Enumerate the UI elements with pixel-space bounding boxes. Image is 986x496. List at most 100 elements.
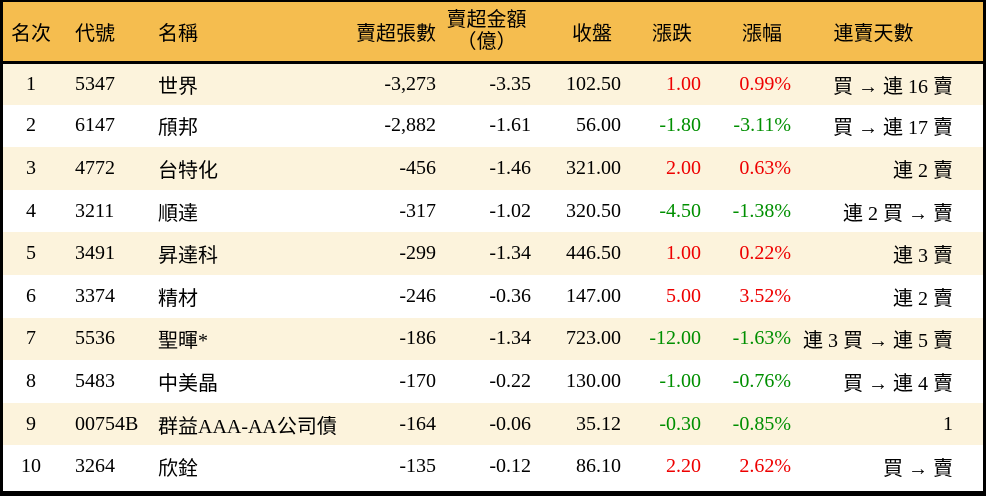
cell-close: 723.00 [566, 327, 621, 350]
cell-code: 3491 [75, 242, 115, 265]
col-header-sell-amount-line1: 賣超金額 [446, 9, 527, 32]
table-row: 9 00754B 群益AAA-AA公司債 -164 -0.06 35.12 -0… [3, 402, 983, 446]
cell-name: 欣銓 [158, 458, 198, 481]
cell-change: 2.00 [666, 156, 701, 179]
cell-change: 5.00 [666, 284, 701, 307]
cell-streak: 連 2 買 → 賣 [843, 202, 953, 225]
cell-sell-amount: -1.34 [489, 242, 531, 265]
cell-rank: 10 [21, 455, 41, 478]
col-header-streak: 連賣天數 [794, 2, 983, 64]
cell-name: 精材 [158, 287, 198, 310]
cell-name: 順達 [158, 202, 198, 225]
cell-close: 321.00 [566, 156, 621, 179]
table-row: 3 4772 台特化 -456 -1.46 321.00 2.00 0.63% … [3, 147, 983, 190]
table-row: 5 3491 昇達科 -299 -1.34 446.50 1.00 0.22% … [3, 232, 983, 275]
col-header-sell-volume: 賣超張數 [344, 2, 439, 64]
cell-close: 130.00 [566, 369, 621, 392]
cell-sell-volume: -246 [399, 284, 436, 307]
cell-sell-amount: -0.06 [489, 412, 531, 435]
cell-name: 群益AAA-AA公司債 [158, 415, 337, 438]
cell-sell-volume: -186 [399, 327, 436, 350]
cell-change-pct: -0.76% [732, 369, 791, 392]
cell-sell-amount: -0.22 [489, 369, 531, 392]
cell-name: 中美晶 [158, 372, 218, 395]
cell-name: 世界 [158, 75, 198, 98]
cell-sell-volume: -456 [399, 156, 436, 179]
cell-streak: 買 → 連 16 賣 [833, 75, 953, 98]
cell-change-pct: 0.63% [739, 156, 791, 179]
cell-sell-volume: -135 [399, 455, 436, 478]
cell-sell-amount: -1.02 [489, 199, 531, 222]
cell-streak: 買 → 賣 [883, 458, 953, 481]
col-header-sell-amount-line2: （億） [456, 31, 517, 54]
cell-change: 2.20 [666, 455, 701, 478]
cell-close: 147.00 [566, 284, 621, 307]
cell-change-pct: -3.11% [733, 114, 791, 137]
table-row: 2 6147 頎邦 -2,882 -1.61 56.00 -1.80 -3.11… [3, 104, 983, 148]
col-header-code: 代號 [59, 2, 144, 64]
cell-sell-amount: -1.61 [489, 114, 531, 137]
cell-name: 台特化 [158, 159, 218, 182]
cell-sell-amount: -0.36 [489, 284, 531, 307]
col-header-sell-amount: 賣超金額 （億） [439, 2, 534, 64]
cell-change-pct: 3.52% [739, 284, 791, 307]
cell-close: 102.50 [566, 72, 621, 95]
cell-close: 35.12 [576, 412, 621, 435]
net-sell-ranking-table: 名次 代號 名稱 賣超張數 賣超金額 （億） 收盤 漲跌 漲幅 連賣天數 1 5… [3, 2, 983, 488]
cell-close: 86.10 [576, 455, 621, 478]
table-row: 7 5536 聖暉* -186 -1.34 723.00 -12.00 -1.6… [3, 317, 983, 361]
table-row: 10 3264 欣銓 -135 -0.12 86.10 2.20 2.62% 買… [3, 445, 983, 488]
cell-rank: 2 [26, 114, 36, 137]
cell-name: 昇達科 [158, 245, 218, 268]
cell-code: 5347 [75, 72, 115, 95]
cell-change: -0.30 [659, 412, 701, 435]
table-row: 4 3211 順達 -317 -1.02 320.50 -4.50 -1.38%… [3, 189, 983, 233]
cell-change-pct: -1.38% [732, 199, 791, 222]
cell-streak: 1 [943, 412, 953, 435]
cell-sell-volume: -299 [399, 242, 436, 265]
cell-code: 3264 [75, 455, 115, 478]
cell-rank: 1 [26, 72, 36, 95]
cell-streak: 買 → 連 4 賣 [843, 372, 953, 395]
cell-name: 頎邦 [158, 117, 198, 140]
cell-streak: 買 → 連 17 賣 [833, 117, 953, 140]
table-row: 1 5347 世界 -3,273 -3.35 102.50 1.00 0.99%… [3, 62, 983, 105]
cell-sell-amount: -1.34 [489, 327, 531, 350]
cell-change-pct: -1.63% [732, 327, 791, 350]
header-row: 名次 代號 名稱 賣超張數 賣超金額 （億） 收盤 漲跌 漲幅 連賣天數 [3, 2, 983, 64]
cell-sell-amount: -1.46 [489, 156, 531, 179]
cell-rank: 7 [26, 327, 36, 350]
cell-sell-amount: -3.35 [489, 72, 531, 95]
cell-streak: 連 3 買 → 連 5 賣 [803, 330, 953, 353]
cell-rank: 3 [26, 156, 36, 179]
cell-code: 00754B [75, 412, 139, 435]
cell-sell-volume: -3,273 [384, 72, 436, 95]
cell-rank: 4 [26, 199, 36, 222]
cell-rank: 9 [26, 412, 36, 435]
cell-streak: 連 2 賣 [893, 159, 953, 182]
col-header-rank: 名次 [3, 2, 59, 64]
cell-change: 1.00 [666, 72, 701, 95]
table-row: 8 5483 中美晶 -170 -0.22 130.00 -1.00 -0.76… [3, 360, 983, 403]
cell-close: 320.50 [566, 199, 621, 222]
cell-code: 5483 [75, 369, 115, 392]
cell-change-pct: 0.22% [739, 242, 791, 265]
cell-sell-volume: -164 [399, 412, 436, 435]
cell-change: -4.50 [659, 199, 701, 222]
cell-sell-volume: -317 [399, 199, 436, 222]
col-header-change: 漲跌 [624, 2, 704, 64]
cell-streak: 連 3 賣 [893, 245, 953, 268]
cell-sell-volume: -170 [399, 369, 436, 392]
cell-rank: 5 [26, 242, 36, 265]
cell-code: 5536 [75, 327, 115, 350]
cell-code: 6147 [75, 114, 115, 137]
table-row: 6 3374 精材 -246 -0.36 147.00 5.00 3.52% 連… [3, 274, 983, 318]
cell-change-pct: 2.62% [739, 455, 791, 478]
cell-sell-amount: -0.12 [489, 455, 531, 478]
cell-close: 56.00 [576, 114, 621, 137]
cell-sell-volume: -2,882 [384, 114, 436, 137]
cell-change: -1.00 [659, 369, 701, 392]
cell-change-pct: -0.85% [732, 412, 791, 435]
cell-name: 聖暉* [158, 330, 208, 353]
col-header-name: 名稱 [144, 2, 344, 64]
